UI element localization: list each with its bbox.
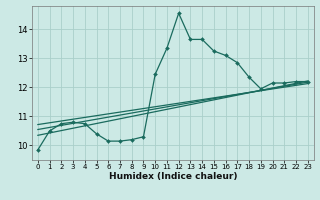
- X-axis label: Humidex (Indice chaleur): Humidex (Indice chaleur): [108, 172, 237, 181]
